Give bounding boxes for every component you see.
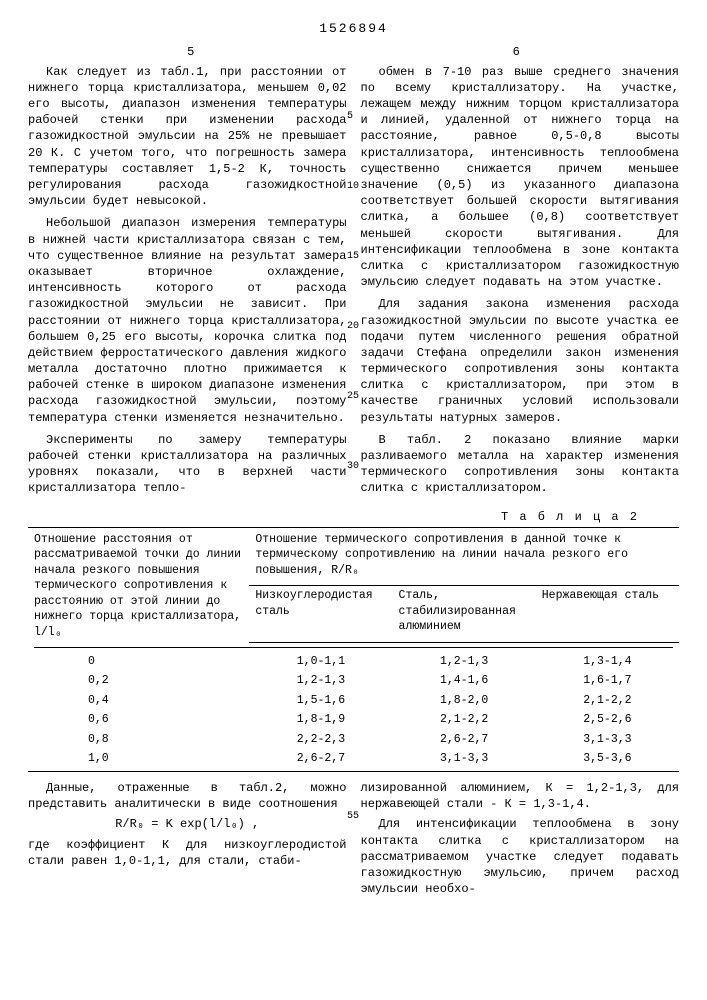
bottom-left-p1: Данные, отраженные в табл.2, можно предс… xyxy=(28,780,347,812)
table-label: Т а б л и ц а 2 xyxy=(28,509,639,525)
cell: 1,2-1,3 xyxy=(249,671,392,691)
cell: 1,2-1,3 xyxy=(393,652,536,672)
bottom-right: лизированной алюминием, К = 1,2-1,3, для… xyxy=(361,780,680,901)
cell: 3,5-3,6 xyxy=(536,749,679,769)
bottom-right-p2: Для интенсификации теплообмена в зону ко… xyxy=(361,816,680,897)
table-row: 01,0-1,11,2-1,31,3-1,4 xyxy=(28,652,679,672)
bottom-right-p1: лизированной алюминием, К = 1,2-1,3, для… xyxy=(361,780,680,812)
patent-number: 1526894 xyxy=(28,20,679,38)
left-p2: Небольшой диапазон измерения температуры… xyxy=(28,215,347,425)
table-row: 0,21,2-1,31,4-1,61,6-1,7 xyxy=(28,671,679,691)
cell: 0,8 xyxy=(28,730,249,750)
cell: 3,1-3,3 xyxy=(393,749,536,769)
table-row: 0,82,2-2,32,6-2,73,1-3,3 xyxy=(28,730,679,750)
bottom-left: Данные, отраженные в табл.2, можно предс… xyxy=(28,780,347,901)
left-column: Как следует из табл.1, при расстоянии от… xyxy=(28,64,347,503)
left-p1: Как следует из табл.1, при расстоянии от… xyxy=(28,64,347,210)
cell: 1,6-1,7 xyxy=(536,671,679,691)
th-right: Отношение термического сопротивления в д… xyxy=(249,530,679,586)
cell: 2,1-2,2 xyxy=(536,691,679,711)
bottom-left-p2: где коэффициент К для низкоуглеродистой … xyxy=(28,837,347,869)
cell: 2,1-2,2 xyxy=(393,710,536,730)
th-sub1: Низкоуглеродистая сталь xyxy=(249,586,392,643)
cell: 1,4-1,6 xyxy=(393,671,536,691)
cell: 1,5-1,6 xyxy=(249,691,392,711)
cell: 1,3-1,4 xyxy=(536,652,679,672)
right-p3: В табл. 2 показано влияние марки разлива… xyxy=(361,432,680,497)
right-column: обмен в 7-10 раз выше среднего значения … xyxy=(361,64,680,503)
line-num-30: 30 xyxy=(347,460,359,474)
line-num-25: 25 xyxy=(347,390,359,404)
cell: 0,6 xyxy=(28,710,249,730)
line-num-10: 10 xyxy=(347,180,359,194)
line-num-15: 15 xyxy=(347,250,359,264)
table-2: Отношение расстояния от рассматриваемой … xyxy=(28,530,679,769)
right-p2: Для задания закона изменения расхода газ… xyxy=(361,296,680,426)
cell: 3,1-3,3 xyxy=(536,730,679,750)
cell: 2,5-2,6 xyxy=(536,710,679,730)
th-left: Отношение расстояния от рассматриваемой … xyxy=(28,530,249,643)
cell: 1,8-2,0 xyxy=(393,691,536,711)
line-num-5: 5 xyxy=(347,110,353,124)
cell: 1,0 xyxy=(28,749,249,769)
right-p1: обмен в 7-10 раз выше среднего значения … xyxy=(361,64,680,291)
table-row: 0,41,5-1,61,8-2,02,1-2,2 xyxy=(28,691,679,711)
formula: R/R₀ = K exp(l/l₀) , xyxy=(28,816,347,832)
table-row: 1,02,6-2,73,1-3,33,5-3,6 xyxy=(28,749,679,769)
cell: 0,4 xyxy=(28,691,249,711)
left-col-num: 5 xyxy=(28,44,354,60)
cell: 2,6-2,7 xyxy=(393,730,536,750)
th-sub3: Нержавеющая сталь xyxy=(536,586,679,643)
line-num-20: 20 xyxy=(347,320,359,334)
th-sub2: Сталь, стабилизированная алюминием xyxy=(393,586,536,643)
left-p3: Эксперименты по замеру температуры рабоч… xyxy=(28,432,347,497)
table-row: 0,61,8-1,92,1-2,22,5-2,6 xyxy=(28,710,679,730)
cell: 2,6-2,7 xyxy=(249,749,392,769)
right-col-num: 6 xyxy=(354,44,680,60)
cell: 1,0-1,1 xyxy=(249,652,392,672)
cell: 1,8-1,9 xyxy=(249,710,392,730)
cell: 2,2-2,3 xyxy=(249,730,392,750)
line-num-55: 55 xyxy=(347,810,359,824)
cell: 0,2 xyxy=(28,671,249,691)
cell: 0 xyxy=(28,652,249,672)
